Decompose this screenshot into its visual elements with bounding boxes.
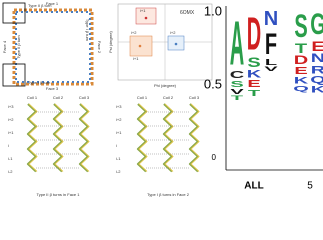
turn-label: i+1 — [140, 8, 146, 13]
strand — [52, 103, 64, 173]
logo-letter: K — [311, 85, 323, 95]
strand — [162, 103, 174, 173]
strand-highlight — [190, 103, 200, 172]
logo-letter: G — [310, 8, 323, 41]
strand — [78, 103, 90, 173]
strand — [136, 103, 148, 173]
logo-letter: S — [247, 54, 260, 70]
turn-label: Type II β turn — [16, 35, 21, 58]
logo-letter: N — [311, 52, 323, 65]
logo-letter: T — [295, 40, 308, 56]
logo-letter: S — [294, 8, 307, 44]
logo-letter: T — [248, 89, 261, 98]
residue-label: i-2 — [116, 169, 121, 174]
residue-label: i+1 — [8, 130, 14, 135]
logo-letter: D — [294, 54, 309, 67]
logo-letter: N — [264, 8, 278, 30]
residue-label: i-1 — [8, 156, 13, 161]
structure-id: 6OMX — [180, 10, 195, 16]
panel-caption: Type II β turns in Face 1 — [37, 192, 81, 197]
turn-label: Type I β turn — [85, 19, 90, 41]
coil-label: Coil 1 — [27, 95, 38, 100]
figure: Face 1 Face 2 Face 3 Face 4 Type II β tu… — [2, 1, 323, 197]
y-tick-label: 1.0 — [204, 3, 222, 18]
residue-label: i+3 — [8, 104, 14, 109]
panel-b: 6OMX i+1 i+2 i+2 i+1 Phi (degree) Psi (d… — [108, 3, 213, 88]
y-axis-label: Psi (degree) — [108, 30, 113, 52]
logo-letter: C — [230, 70, 244, 81]
turn-label: i+2 — [131, 30, 137, 35]
residue-label: i-1 — [116, 156, 121, 161]
turn-region — [135, 7, 157, 25]
panels-c-d: Coil 1 Coil 2 Coil 3 i+3 i+2 i+1 i i-1 i-2 Type I… — [8, 95, 200, 197]
coil-label: Coil 3 — [79, 95, 90, 100]
coil-label: Coil 3 — [189, 95, 200, 100]
y-tick-label: 0 — [212, 153, 217, 162]
coil-label: Coil 2 — [53, 95, 64, 100]
residue-label: i — [8, 143, 9, 148]
residue-label: i+2 — [116, 117, 122, 122]
panel-e: 1.00.50ACSVTDSKETNFLVSTDEKQGENRQKALL5 — [204, 3, 323, 192]
strand — [26, 103, 38, 173]
strand-highlight — [54, 103, 64, 172]
turn-label: i+1 — [133, 56, 139, 61]
point — [138, 44, 142, 48]
logo-letter: K — [247, 68, 262, 80]
point — [144, 16, 148, 20]
logo-letter: E — [311, 38, 323, 54]
logo-letter: L — [265, 58, 277, 67]
strand-highlight — [80, 103, 90, 172]
coil-frame — [12, 8, 94, 86]
residue-label: i+1 — [116, 130, 122, 135]
x-axis-label: Phi (degree) — [154, 83, 177, 88]
turn-box — [2, 63, 26, 87]
panel-a: Face 1 Face 2 Face 3 Face 4 Type II β tu… — [2, 1, 102, 91]
logo-letter: V — [230, 88, 243, 96]
residue-label: i+2 — [8, 117, 14, 122]
logo-letter: Q — [293, 85, 309, 93]
logo-letter: E — [247, 79, 260, 90]
logo-letter: K — [294, 76, 309, 86]
logo-letter: R — [311, 64, 323, 76]
x-label: 5 — [307, 181, 313, 192]
strand-highlight — [28, 103, 38, 172]
turn-label: Type I β turn — [28, 80, 50, 85]
logo-letter: E — [294, 66, 307, 77]
logo-letter: S — [230, 80, 243, 89]
page: {"panel_a":{"face_labels":["Face 1","Fac… — [0, 0, 323, 199]
logo-letter: F — [265, 28, 277, 61]
coil-label: Coil 1 — [137, 95, 148, 100]
strand-highlight — [164, 103, 174, 172]
turn-box — [2, 2, 26, 24]
coil-frame-inner — [15, 11, 91, 83]
y-tick-label: 0.5 — [204, 76, 222, 91]
residue-label: i+3 — [116, 104, 122, 109]
strand-highlight — [138, 103, 148, 172]
logo-letter: D — [247, 8, 261, 60]
residue-label: i — [116, 143, 117, 148]
turn-label: i+2 — [170, 30, 176, 35]
face-label: Face 4 — [2, 40, 7, 53]
face-label: Face 2 — [97, 41, 102, 54]
x-label: ALL — [244, 181, 263, 192]
coil-label: Coil 2 — [163, 95, 174, 100]
turn-label: Type II β turn — [28, 3, 51, 8]
face-label: Face 1 — [46, 1, 59, 6]
logo-letter: Q — [310, 75, 323, 86]
strand — [188, 103, 200, 173]
panel-caption: Type I β turns in Face 2 — [147, 192, 190, 197]
logo-letter: A — [230, 8, 244, 78]
point — [174, 42, 178, 46]
face-label: Face 3 — [46, 86, 59, 91]
residue-label: i-2 — [8, 169, 13, 174]
logo-letter: T — [231, 95, 243, 102]
logo-letter: V — [264, 66, 278, 73]
